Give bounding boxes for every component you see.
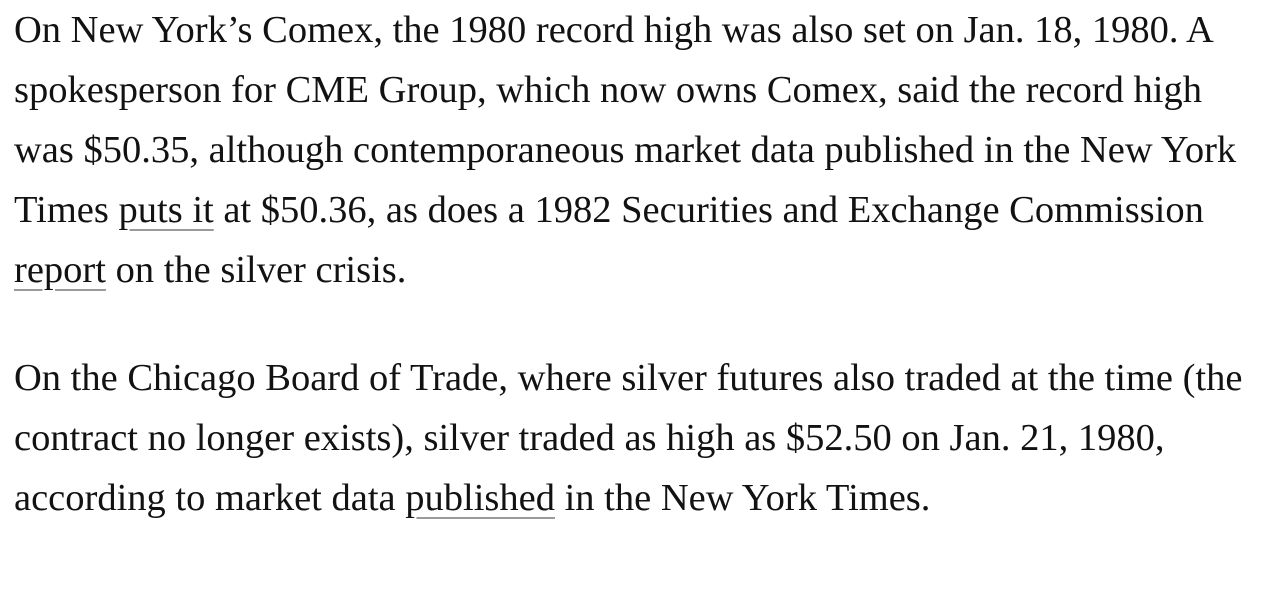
article-body: On New York’s Comex, the 1980 record hig… xyxy=(14,0,1262,528)
inline-link[interactable]: puts it xyxy=(118,189,214,231)
text-run: at $50.36, as does a 1982 Securities and… xyxy=(213,189,1204,231)
text-run: in the New York Times. xyxy=(554,477,931,519)
text-run: On New York’s Comex, the 1980 record hig… xyxy=(14,9,1237,231)
text-run: on the silver crisis. xyxy=(105,249,407,291)
paragraph: On the Chicago Board of Trade, where sil… xyxy=(14,348,1262,528)
inline-link[interactable]: published xyxy=(405,477,555,519)
inline-link[interactable]: report xyxy=(14,249,106,291)
text-run: On the Chicago Board of Trade, where sil… xyxy=(14,357,1243,519)
paragraph: On New York’s Comex, the 1980 record hig… xyxy=(14,0,1262,300)
